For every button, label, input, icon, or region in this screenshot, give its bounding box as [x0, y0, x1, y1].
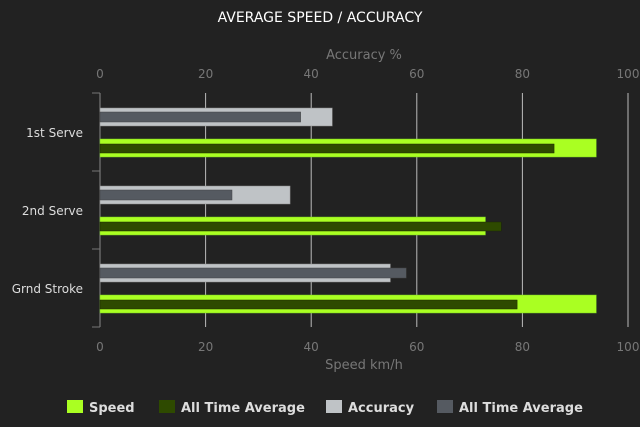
bottom-tick-label: 100 — [617, 340, 640, 354]
top-tick-label: 60 — [409, 67, 424, 81]
speed-average-bar — [99, 299, 518, 310]
top-tick-label: 80 — [515, 67, 530, 81]
accuracy-average-bar — [99, 111, 301, 123]
legend-label: Accuracy — [348, 401, 415, 416]
speed-average-bar — [99, 143, 555, 154]
bottom-tick-label: 0 — [96, 340, 104, 354]
chart-title: AVERAGE SPEED / ACCURACY — [218, 10, 423, 26]
top-tick-label: 20 — [198, 67, 213, 81]
bottom-tick-label: 40 — [304, 340, 319, 354]
category-label: Grnd Stroke — [12, 282, 83, 296]
speed-average-bar — [99, 221, 502, 232]
legend-swatch — [67, 400, 83, 413]
legend-swatch — [437, 400, 453, 413]
legend-label: All Time Average — [181, 401, 305, 416]
accuracy-average-bar — [99, 189, 233, 201]
legend-label: Speed — [89, 401, 135, 416]
bottom-axis-label: Speed km/h — [325, 358, 403, 373]
category-label: 1st Serve — [26, 126, 83, 140]
legend-swatch — [159, 400, 175, 413]
top-tick-label: 0 — [96, 67, 104, 81]
bottom-tick-label: 80 — [515, 340, 530, 354]
category-label: 2nd Serve — [22, 204, 83, 218]
bottom-tick-label: 60 — [409, 340, 424, 354]
legend-label: All Time Average — [459, 401, 583, 416]
top-tick-label: 40 — [304, 67, 319, 81]
legend-swatch — [326, 400, 342, 413]
top-axis-label: Accuracy % — [326, 48, 402, 63]
top-tick-label: 100 — [617, 67, 640, 81]
accuracy-average-bar — [99, 267, 407, 279]
bottom-tick-label: 20 — [198, 340, 213, 354]
